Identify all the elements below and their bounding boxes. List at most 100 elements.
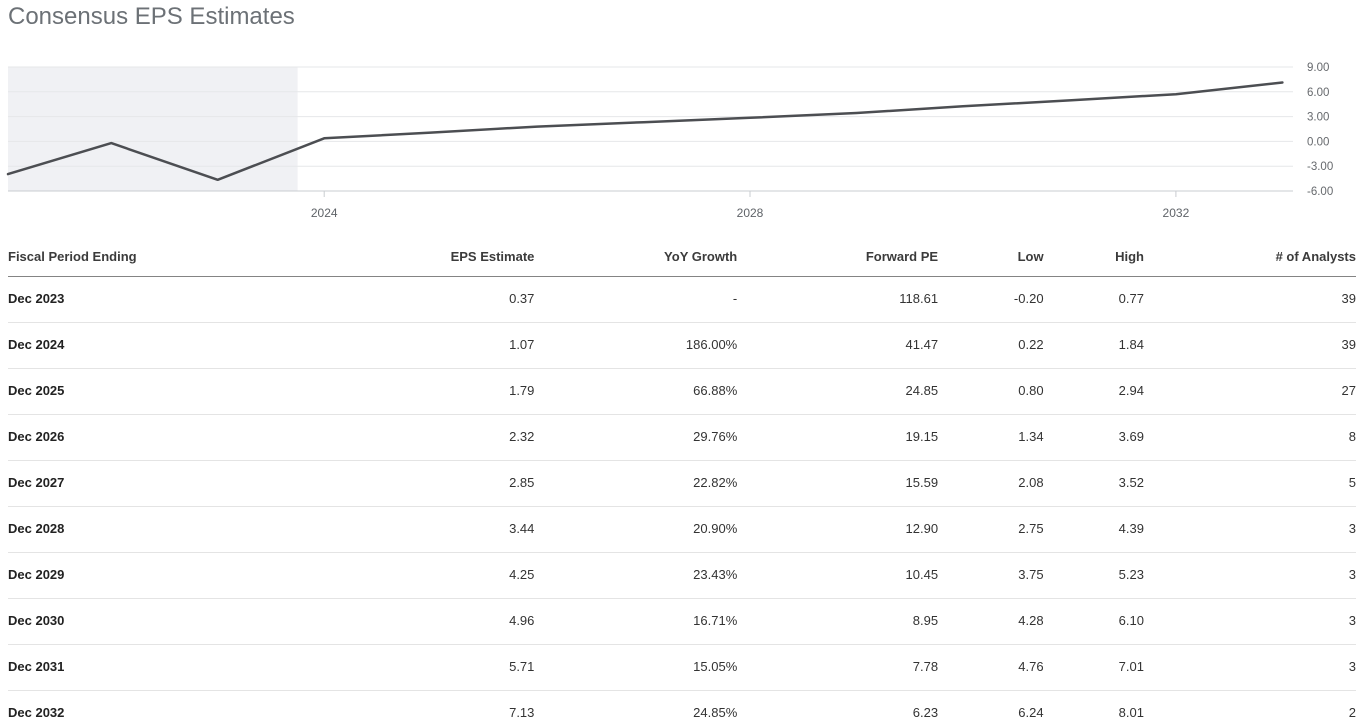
table-cell: 0.77 xyxy=(1043,276,1144,323)
fiscal-period-cell: Dec 2024 xyxy=(8,322,353,369)
table-header-row: Fiscal Period Ending EPS Estimate YoY Grow… xyxy=(8,249,1356,277)
table-row: Dec 2023 0.37-118.61 -0.20 0.77 39 xyxy=(8,276,1356,323)
table-row: Dec 2030 4.96 16.71% 8.95 4.28 6.10 3 xyxy=(8,598,1356,645)
column-header-yoy-growth: YoY Growth xyxy=(534,249,738,277)
table-cell: 0.80 xyxy=(938,368,1044,415)
y-axis-tick-label: 6.00 xyxy=(1307,87,1329,99)
fiscal-period-cell: Dec 2023 xyxy=(8,276,353,323)
table-cell: 5.71 xyxy=(352,644,535,691)
eps-line-chart-canvas[interactable]: 9.00 6.00 3.00 0.00 -3.00 -6.00 2024 2028 2032 xyxy=(0,60,1364,225)
table-cell: 6.10 xyxy=(1043,598,1144,645)
fiscal-period-cell: Dec 2025 xyxy=(8,368,353,415)
table-cell: 24.85% xyxy=(534,690,738,725)
table-row: Dec 2031 5.71 15.05% 7.78 4.76 7.01 3 xyxy=(8,644,1356,691)
table-row: Dec 2026 2.32 29.76% 19.15 1.34 3.69 8 xyxy=(8,414,1356,461)
table-cell: - xyxy=(534,276,738,323)
table-cell: -0.20 xyxy=(938,276,1044,323)
fiscal-period-cell: Dec 2031 xyxy=(8,644,353,691)
table-cell: 5 xyxy=(1143,460,1356,507)
table-cell: 2.75 xyxy=(938,506,1044,553)
column-header-high: High xyxy=(1043,249,1144,277)
table-cell: 186.00% xyxy=(534,322,738,369)
table-cell: 1.07 xyxy=(352,322,535,369)
eps-chart[interactable]: 9.00 6.00 3.00 0.00 -3.00 -6.00 2024 2028 2032 xyxy=(0,60,1364,225)
table-cell: 16.71% xyxy=(534,598,738,645)
table-cell: 6.24 xyxy=(938,690,1044,725)
table-cell: 5.23 xyxy=(1043,552,1144,599)
table-cell: 4.25 xyxy=(352,552,535,599)
table-row: Dec 2028 3.44 20.90% 12.90 2.75 4.39 3 xyxy=(8,506,1356,553)
table-cell: 39 xyxy=(1143,276,1356,323)
y-axis-tick-label: 3.00 xyxy=(1307,112,1329,124)
table-cell: 10.45 xyxy=(737,552,939,599)
y-axis-tick-label: -3.00 xyxy=(1307,161,1333,173)
fiscal-period-cell: Dec 2026 xyxy=(8,414,353,461)
x-axis-tick-label: 2028 xyxy=(737,206,764,220)
table-cell: 3.52 xyxy=(1043,460,1144,507)
table-cell: 7.13 xyxy=(352,690,535,725)
fiscal-period-cell: Dec 2028 xyxy=(8,506,353,553)
table-cell: 3.75 xyxy=(938,552,1044,599)
table-cell: 6.23 xyxy=(737,690,939,725)
table-cell: 1.34 xyxy=(938,414,1044,461)
table-cell: 8.95 xyxy=(737,598,939,645)
table-cell: 66.88% xyxy=(534,368,738,415)
column-header-of-analysts: # of Analysts xyxy=(1143,249,1356,277)
table-cell: 2.94 xyxy=(1043,368,1144,415)
x-axis-tick-label: 2032 xyxy=(1163,206,1190,220)
table-cell: 2.08 xyxy=(938,460,1044,507)
x-axis-tick-label: 2024 xyxy=(311,206,338,220)
table-cell: 0.22 xyxy=(938,322,1044,369)
y-axis-tick-label: -6.00 xyxy=(1307,186,1333,198)
table-cell: 1.79 xyxy=(352,368,535,415)
table-cell: 0.37 xyxy=(352,276,535,323)
table-cell: 2 xyxy=(1143,690,1356,725)
table-cell: 3 xyxy=(1143,552,1356,599)
column-header-forward-pe: Forward PE xyxy=(737,249,939,277)
table-cell: 15.59 xyxy=(737,460,939,507)
eps-estimates-table: Fiscal Period Ending EPS Estimate YoY Grow… xyxy=(8,249,1356,725)
table-cell: 3 xyxy=(1143,506,1356,553)
table-cell: 41.47 xyxy=(737,322,939,369)
table-body: Dec 2023 0.37-118.61 -0.20 0.77 39 Dec 2024 1.… xyxy=(8,276,1356,725)
table-row: Dec 2025 1.79 66.88% 24.85 0.80 2.94 27 xyxy=(8,368,1356,415)
table-cell: 29.76% xyxy=(534,414,738,461)
table-cell: 15.05% xyxy=(534,644,738,691)
table-cell: 7.01 xyxy=(1043,644,1144,691)
table-cell: 4.96 xyxy=(352,598,535,645)
table-cell: 39 xyxy=(1143,322,1356,369)
column-header-eps-estimate: EPS Estimate xyxy=(352,249,535,277)
historical-shaded-region xyxy=(8,67,298,191)
table-cell: 3 xyxy=(1143,598,1356,645)
table-cell: 27 xyxy=(1143,368,1356,415)
table-cell: 4.28 xyxy=(938,598,1044,645)
y-axis-tick-label: 9.00 xyxy=(1307,62,1329,74)
column-header-low: Low xyxy=(938,249,1044,277)
table-row: Dec 2032 7.13 24.85% 6.23 6.24 8.01 2 xyxy=(8,690,1356,725)
table-cell: 19.15 xyxy=(737,414,939,461)
fiscal-period-cell: Dec 2030 xyxy=(8,598,353,645)
table-cell: 118.61 xyxy=(737,276,939,323)
fiscal-period-cell: Dec 2032 xyxy=(8,690,353,725)
table-cell: 7.78 xyxy=(737,644,939,691)
column-header-fiscal-period-ending: Fiscal Period Ending xyxy=(8,249,353,277)
table-row: Dec 2027 2.85 22.82% 15.59 2.08 3.52 5 xyxy=(8,460,1356,507)
table-cell: 2.32 xyxy=(352,414,535,461)
x-axis: 2024 2028 2032 xyxy=(311,191,1190,220)
table-cell: 4.76 xyxy=(938,644,1044,691)
fiscal-period-cell: Dec 2027 xyxy=(8,460,353,507)
page-title: Consensus EPS Estimates xyxy=(8,3,295,30)
table-row: Dec 2024 1.07 186.00% 41.47 0.22 1.84 39 xyxy=(8,322,1356,369)
table-row: Dec 2029 4.25 23.43% 10.45 3.75 5.23 3 xyxy=(8,552,1356,599)
table-cell: 1.84 xyxy=(1043,322,1144,369)
table-cell: 20.90% xyxy=(534,506,738,553)
eps-line xyxy=(6,81,1284,182)
table-cell: 3 xyxy=(1143,644,1356,691)
table-cell: 12.90 xyxy=(737,506,939,553)
gridlines xyxy=(8,66,1293,192)
table-cell: 22.82% xyxy=(534,460,738,507)
table-cell: 8 xyxy=(1143,414,1356,461)
table-cell: 24.85 xyxy=(737,368,939,415)
fiscal-period-cell: Dec 2029 xyxy=(8,552,353,599)
